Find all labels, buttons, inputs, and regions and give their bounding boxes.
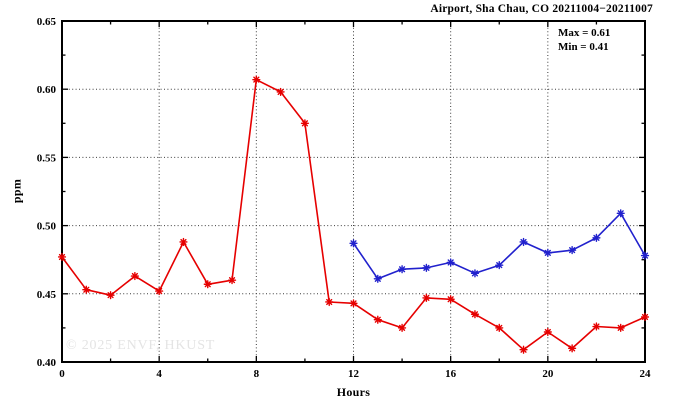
data-point-marker bbox=[203, 280, 212, 289]
data-point-marker bbox=[519, 345, 528, 354]
max-min-annotation: Max = 0.61 Min = 0.41 bbox=[558, 26, 610, 54]
data-point-marker bbox=[616, 323, 625, 332]
data-point-marker bbox=[568, 246, 577, 255]
x-tick-label: 20 bbox=[542, 368, 554, 380]
data-point-marker bbox=[82, 285, 91, 294]
data-point-marker bbox=[300, 119, 310, 128]
x-tick-label: 8 bbox=[254, 368, 260, 380]
data-point-marker bbox=[252, 75, 261, 84]
max-label: Max = 0.61 bbox=[558, 27, 611, 39]
data-point-marker bbox=[57, 252, 67, 262]
data-point-marker bbox=[179, 237, 188, 247]
data-point-marker bbox=[640, 312, 650, 322]
data-point-marker bbox=[470, 269, 480, 278]
y-tick-label: 0.50 bbox=[37, 221, 57, 233]
data-point-marker bbox=[397, 323, 407, 332]
y-tick-label: 0.60 bbox=[37, 84, 57, 96]
data-point-marker bbox=[592, 322, 601, 331]
series-red-markers bbox=[57, 75, 650, 354]
watermark: © 2025 ENVF, HKUST bbox=[66, 338, 216, 353]
min-label: Min = 0.41 bbox=[558, 41, 609, 53]
data-point-marker bbox=[349, 299, 358, 308]
data-point-marker bbox=[373, 315, 382, 324]
data-point-marker bbox=[446, 295, 455, 304]
x-tick-label: 12 bbox=[348, 368, 360, 380]
data-point-marker bbox=[470, 310, 480, 319]
data-point-marker bbox=[592, 233, 601, 242]
data-point-marker bbox=[227, 276, 237, 285]
data-point-marker bbox=[422, 293, 431, 302]
data-point-marker bbox=[397, 265, 407, 274]
y-tick-label: 0.55 bbox=[37, 152, 57, 164]
data-point-marker bbox=[349, 239, 358, 248]
gridlines bbox=[62, 21, 645, 362]
data-point-marker bbox=[543, 327, 552, 337]
data-point-marker bbox=[325, 297, 334, 307]
data-point-marker bbox=[495, 323, 504, 332]
series-red bbox=[57, 75, 650, 354]
data-point-marker bbox=[106, 291, 115, 300]
y-tick-label: 0.45 bbox=[37, 289, 57, 301]
data-point-marker bbox=[155, 286, 164, 296]
data-point-marker bbox=[640, 251, 650, 260]
series-blue bbox=[349, 209, 650, 283]
data-point-marker bbox=[568, 344, 577, 353]
data-point-marker bbox=[495, 261, 504, 270]
x-tick-label: 16 bbox=[445, 368, 457, 380]
data-point-marker bbox=[373, 274, 382, 283]
data-point-marker bbox=[446, 258, 455, 267]
x-tick-label: 24 bbox=[640, 368, 652, 380]
data-point-marker bbox=[276, 87, 285, 97]
x-tick-labels: 0 4 8 12 16 20 24 bbox=[59, 368, 651, 380]
data-point-marker bbox=[130, 271, 139, 281]
data-point-marker bbox=[543, 248, 552, 257]
x-tick-label: 4 bbox=[156, 368, 162, 380]
y-tick-label: 0.65 bbox=[37, 16, 57, 28]
y-tick-label: 0.40 bbox=[37, 357, 57, 369]
series-blue-markers bbox=[349, 209, 650, 283]
y-tick-labels: 0.40 0.45 0.50 0.55 0.60 0.65 bbox=[37, 16, 57, 369]
x-tick-label: 0 bbox=[59, 368, 65, 380]
data-point-marker bbox=[616, 209, 625, 218]
x-axis-label: Hours bbox=[336, 385, 371, 399]
chart-title: Airport, Sha Chau, CO 20211004−20211007 bbox=[430, 3, 653, 15]
data-point-marker bbox=[519, 237, 528, 247]
axis-ticks bbox=[62, 21, 645, 362]
data-point-marker bbox=[422, 263, 431, 272]
